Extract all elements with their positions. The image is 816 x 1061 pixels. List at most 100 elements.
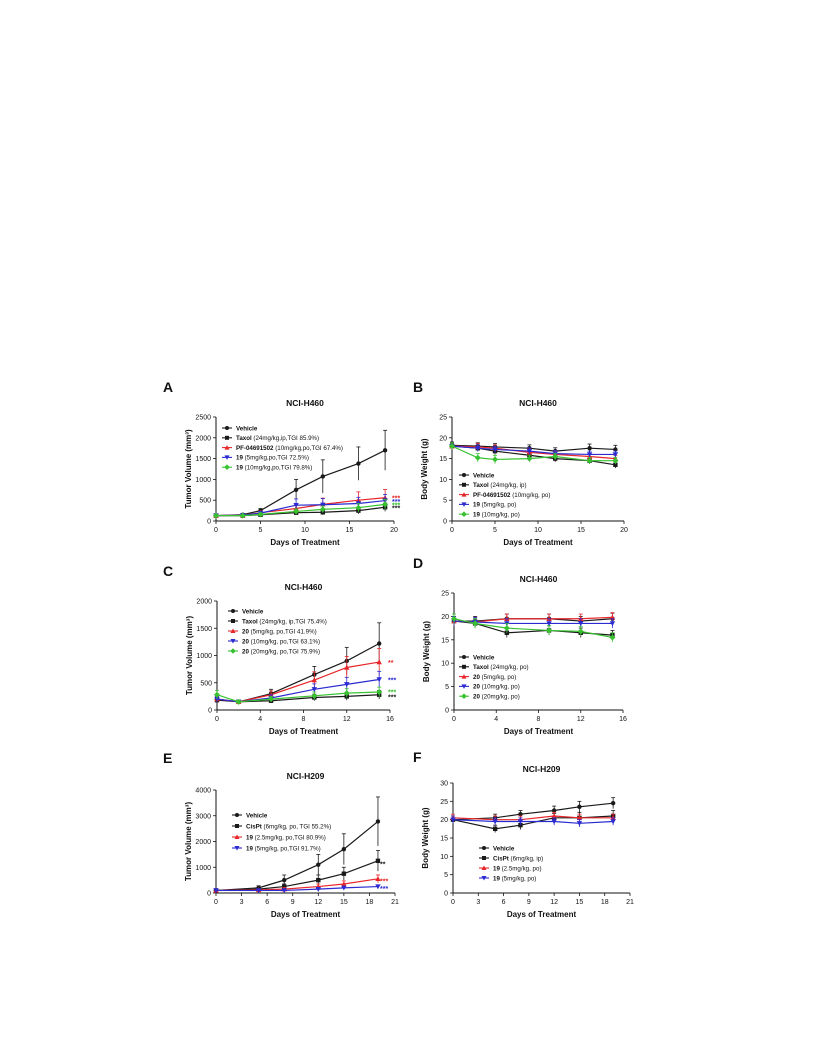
legend: Vehicle CisPt (6mg/kg, po, TGI 55.2%) 19 (…: [232, 812, 331, 852]
data-point: [492, 447, 498, 453]
legend-entry: 19 (2.5mg/kg, po): [493, 865, 542, 872]
panel-label: B: [413, 379, 423, 395]
series-0: [213, 796, 381, 893]
panel-b: B NCI-H460 0 5 10 15 20 25 0 5 10 15 20 Days of Treat…: [413, 379, 628, 547]
legend: Vehicle Taxol (24mg/kg, ip) PF-04691502 (1…: [459, 472, 550, 519]
data-point: [255, 888, 262, 894]
significance-mark: ***: [392, 506, 400, 513]
x-axis-label: Days of Treatment: [271, 910, 341, 919]
legend-marker: [481, 865, 487, 870]
x-tick-label: 20: [390, 527, 398, 534]
legend-entry: 20 (10mg/kg, po): [473, 684, 520, 691]
x-tick-label: 5: [259, 527, 263, 534]
data-point: [546, 627, 553, 634]
data-point: [492, 819, 498, 825]
panel-title: NCI-H460: [286, 398, 324, 408]
legend-marker: [481, 876, 487, 881]
y-tick-label: 5: [445, 684, 449, 691]
y-tick-label: 1500: [195, 456, 211, 463]
data-point: [475, 446, 481, 451]
data-point: [609, 634, 616, 641]
data-point: [375, 858, 381, 864]
x-axis-label: Days of Treatment: [504, 727, 574, 736]
legend-entry: CisPt (6mg/kg, po, TGI 55.2%): [246, 823, 331, 830]
significance-mark: ***: [388, 694, 396, 701]
y-axis-label: Tumor Volume (mm³): [184, 429, 193, 509]
data-point: [586, 452, 593, 458]
legend-entry: 19 (5mg/kg, po): [493, 875, 536, 882]
y-tick-label: 2000: [196, 599, 212, 606]
series-3: [214, 670, 382, 705]
legend-marker: [461, 693, 467, 699]
x-tick-label: 15: [346, 527, 354, 534]
data-point: [613, 447, 618, 452]
legend-marker: [461, 684, 467, 689]
significance-mark: **: [388, 660, 394, 667]
x-tick-label: 18: [366, 899, 374, 906]
legend-marker: [461, 674, 467, 679]
legend-marker: [461, 492, 467, 497]
legend-entry: 19 (10mg/kg,po,TGI 79.8%): [236, 465, 312, 472]
data-point: [311, 692, 318, 699]
y-tick-label: 3000: [195, 813, 211, 820]
data-point: [214, 696, 220, 702]
panel-label: F: [413, 749, 422, 765]
data-point: [257, 511, 264, 518]
series-line: [216, 885, 378, 892]
x-tick-label: 0: [215, 716, 219, 723]
legend-marker: [230, 648, 236, 654]
data-point: [587, 446, 592, 451]
x-tick-label: 5: [493, 527, 497, 534]
panel-label: C: [163, 563, 173, 579]
legend-entry: 20 (10mg/kg, po,TGI 63.1%): [242, 638, 320, 645]
legend-entry: 20 (20mg/kg, po): [473, 694, 520, 701]
data-point: [551, 813, 557, 819]
x-tick-label: 15: [576, 899, 584, 906]
x-tick-label: 12: [314, 899, 322, 906]
legend-marker: [230, 628, 236, 633]
x-tick-label: 0: [451, 899, 455, 906]
x-tick-label: 3: [476, 899, 480, 906]
x-tick-label: 15: [577, 527, 585, 534]
data-point: [341, 885, 347, 891]
legend-entry: Taxol (24mg/kg,ip,TGI 85.9%): [236, 435, 319, 442]
data-point: [576, 821, 583, 827]
y-tick-label: 30: [440, 781, 448, 788]
data-point: [281, 888, 287, 894]
legend-marker: [234, 846, 240, 851]
legend-marker: [461, 511, 467, 517]
panel-e: E NCI-H209 0 1000 2000 3000 4000 0 3 6 9 12 15 18 21 Da…: [163, 750, 399, 919]
data-point: [355, 504, 362, 511]
data-point: [492, 826, 498, 832]
y-tick-label: 15: [439, 456, 447, 463]
legend-marker: [231, 619, 235, 623]
legend-marker: [235, 824, 239, 828]
legend-marker: [225, 435, 229, 440]
legend-marker: [482, 846, 486, 850]
significance-mark: ***: [392, 502, 400, 509]
data-point: [609, 614, 616, 620]
y-tick-label: 0: [207, 519, 211, 526]
data-point: [311, 687, 318, 692]
data-point: [451, 615, 457, 622]
panel-d: D NCI-H460 0 5 10 15 20 25 0 4 8 12 16 Days of Treatm…: [413, 555, 627, 736]
y-tick-label: 1000: [195, 865, 211, 872]
x-tick-label: 6: [265, 899, 269, 906]
x-tick-label: 4: [494, 716, 498, 723]
significance-mark: ***: [388, 677, 396, 684]
legend-entry: PF-04691502 (10mg/kg,po,TGI 67.4%): [236, 445, 343, 452]
data-point: [577, 804, 582, 810]
legend-marker: [225, 426, 229, 430]
x-tick-label: 18: [601, 899, 609, 906]
x-tick-label: 3: [240, 899, 244, 906]
x-tick-label: 0: [214, 527, 218, 534]
y-tick-label: 0: [208, 708, 212, 715]
panel-c: C NCI-H460 0 500 1000 1500 2000 0 4 8 12 16 Days of …: [163, 563, 396, 736]
data-point: [268, 696, 275, 703]
y-tick-label: 25: [440, 799, 448, 806]
y-tick-label: 20: [441, 614, 449, 621]
x-tick-label: 12: [577, 716, 585, 723]
x-tick-label: 12: [343, 716, 351, 723]
data-point: [577, 628, 584, 635]
